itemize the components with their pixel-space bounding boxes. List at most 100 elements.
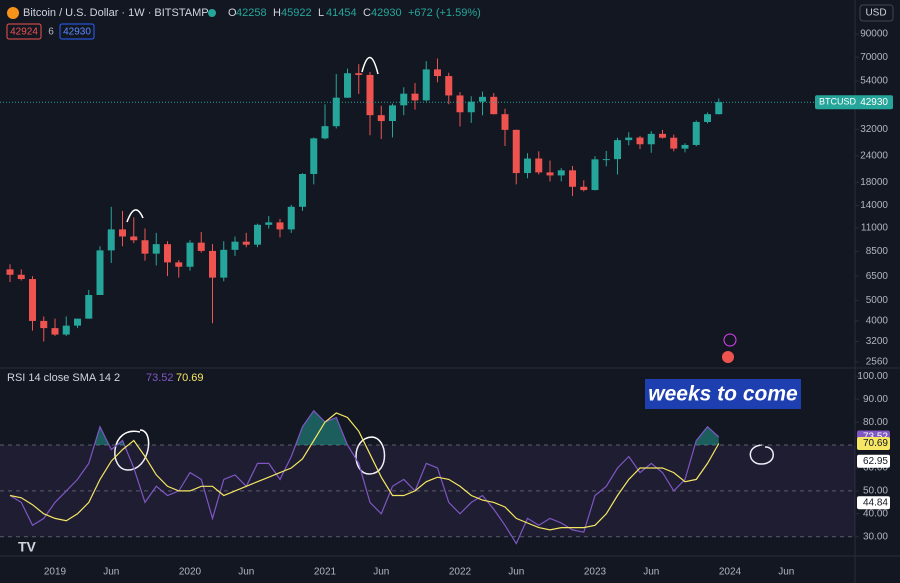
candle-body [602,159,610,161]
y-tick-label: 100.00 [857,371,888,382]
candle-body [74,318,81,326]
candle-body [524,158,531,174]
candle-body [141,240,149,254]
candle-body [85,294,93,319]
value-tag-label: 62.95 [863,456,888,467]
y-tick-label: 4000 [866,316,889,327]
candle-body [580,186,588,191]
y-tick-label: 90.00 [863,394,888,405]
candle-body [681,144,689,149]
y-tick-label: 54000 [860,76,888,87]
candle-body [96,250,104,295]
candle-body [6,269,14,275]
candle-body [152,244,160,254]
y-tick-label: 24000 [860,150,888,161]
candle-body [546,172,554,176]
candle-body [501,114,509,130]
x-tick-label: Jun [373,567,389,578]
candle-body [51,328,59,335]
ohlc-value: 42930 [371,7,402,19]
y-tick-label: 2560 [866,357,889,368]
candle-body [704,114,711,122]
market-status [208,9,216,17]
candle-body [17,274,25,280]
ohlc-value: 45922 [281,7,312,19]
x-tick-label: Jun [643,567,659,578]
candle-body [119,229,126,237]
annotation-box [645,379,801,409]
y-tick-label: 3200 [866,336,889,347]
candle-body [29,279,36,321]
candle-body [692,121,700,145]
x-tick-label: 2022 [449,567,472,578]
candle-body [310,138,318,174]
ohlc-key: H [273,7,281,19]
symbol-title[interactable]: Bitcoin / U.S. Dollar · 1W · BITSTAMP [23,7,209,19]
candle-body [107,229,115,251]
candle-body [299,173,306,207]
x-tick-label: 2021 [314,567,337,578]
candle-body [467,101,475,113]
candle-body [220,249,228,278]
candle-body [445,76,453,96]
ohlc-value: 41454 [326,7,357,19]
rsi-sma-value: 70.69 [176,372,204,384]
candle-body [400,93,408,106]
rsi-title: RSI 14 close SMA 14 2 [7,372,120,384]
candle-body [186,242,194,267]
candle-body [355,73,363,75]
candle-body [512,129,520,174]
candle-body [535,158,543,173]
candle-body [276,222,284,230]
candle-body [479,96,486,102]
ohlc-key: O [228,7,237,19]
event-icon[interactable] [723,333,737,347]
y-tick-label: 50.00 [863,486,888,497]
bid: 42924 [10,27,38,38]
hand-arc [126,209,144,223]
candle-body [490,96,498,115]
bid-box[interactable] [6,23,42,40]
event-icon[interactable] [722,351,734,363]
x-tick-label: 2023 [584,567,607,578]
candle-body [209,250,216,278]
x-tick-label: Jun [238,567,254,578]
candle-body [344,73,351,98]
candle-body [647,133,655,145]
candle-body [332,97,340,127]
y-tick-label: 40.00 [863,508,888,519]
candle-body [321,126,329,139]
rsi-value: 73.52 [146,372,174,384]
ohlc-key: L [318,7,324,19]
candle-body [197,242,205,251]
series-line [9,412,720,531]
change: +672 (+1.59%) [408,7,481,19]
last-price-symbol: BTCUSD [819,97,857,107]
y-tick-label: 70000 [860,52,888,63]
hand-circle [355,436,386,475]
y-tick-label: 6500 [866,271,889,282]
ask-box[interactable] [59,23,95,40]
candle-body [670,137,678,149]
candle-body [625,137,633,141]
candle-body [456,95,464,113]
spread: 6 [48,27,54,38]
candle-body [614,140,621,160]
candle-body [636,137,644,145]
hand-circle [114,429,150,471]
y-tick-label: 14000 [860,200,888,211]
y-tick-label: 8500 [866,246,889,257]
candle-body [164,244,171,263]
candle-body [377,115,385,122]
candle-body [366,74,374,116]
value-tag-label: 44.84 [863,497,888,508]
y-tick-label: 30.00 [863,531,888,542]
candle-body [175,262,183,267]
currency-button[interactable] [859,4,894,22]
hand-arc [361,56,379,75]
ohlc-value: 42258 [236,7,267,19]
y-tick-label: 5000 [866,295,889,306]
candle-body [62,325,70,335]
